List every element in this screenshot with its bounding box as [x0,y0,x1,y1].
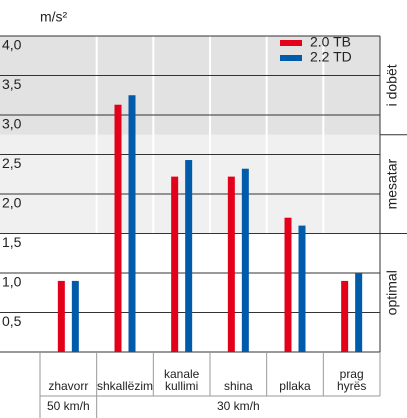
y-tick-label: 0,5 [2,313,22,329]
bar [185,160,193,352]
y-tick-label: 2,0 [2,195,22,211]
bar [171,176,179,352]
legend-swatch [280,40,302,46]
y-tick-label: 3,5 [2,76,22,92]
x-tick-label: pllaka [279,379,311,393]
zone-strip [380,134,407,234]
speed-label: 50 km/h [46,399,90,413]
bar [298,225,306,352]
zone-label: i dobët [384,64,400,106]
bar [284,217,292,352]
legend-label: 2.2 TD [310,49,352,65]
y-tick-label: 1,0 [2,274,22,290]
bar [128,95,136,352]
y-tick-label: 3,0 [2,116,22,132]
legend-label: 2.0 TB [310,34,351,50]
zone-strip [380,36,407,135]
x-tick-label: zhavorr [48,379,89,393]
zone-label: mesatar [384,159,400,210]
zone-band [0,36,380,135]
legend-swatch [280,55,302,61]
x-tick-label: kanale kullimi [163,367,200,393]
bar [241,168,249,352]
speed-label: 30 km/h [216,399,260,413]
x-tick-label: prag hyrës [336,367,367,393]
y-tick-label: 1,5 [2,234,22,250]
bar [227,176,235,352]
x-tick-label: shkallëzim [96,379,153,393]
x-tick-label: shina [223,379,253,393]
zone-strip [380,233,407,352]
y-axis-label: m/s² [40,9,68,25]
bar [114,104,122,352]
zone-label: optimal [384,270,400,315]
bar [341,280,349,352]
bar [355,273,363,352]
y-tick-label: 2,5 [2,155,22,171]
y-tick-label: 4,0 [2,37,22,53]
bar [71,280,79,352]
bar [57,280,65,352]
